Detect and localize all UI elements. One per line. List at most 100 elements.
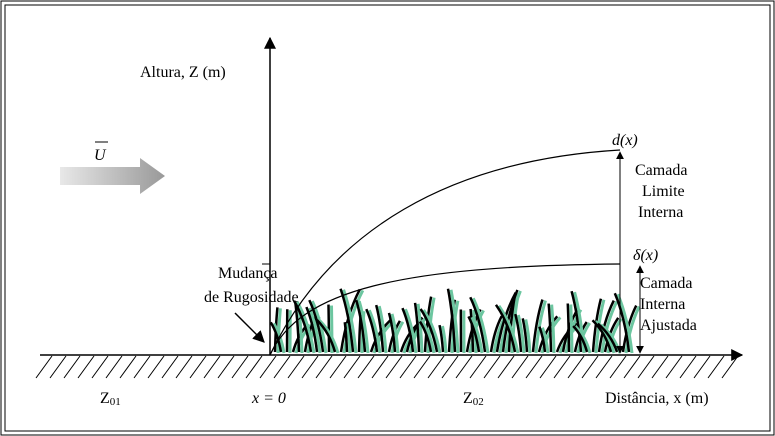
grass-blade (467, 315, 481, 353)
z: Z (463, 390, 473, 407)
grass-blade (294, 303, 301, 353)
hatch-line (651, 355, 669, 379)
grass-blade (329, 305, 334, 354)
grass-blade (497, 304, 520, 354)
grass-blade (421, 321, 436, 354)
hatch-line (161, 355, 179, 379)
wind-symbol: U (94, 147, 107, 164)
grass-blade (390, 313, 400, 354)
grass-blade (537, 315, 559, 353)
grass-blade (408, 317, 427, 354)
hatch-line (511, 355, 529, 379)
grass-blade (591, 319, 613, 353)
hatch-line (441, 355, 459, 379)
hatch-line (609, 355, 627, 379)
grass-blade (573, 291, 586, 354)
origin-label: x = 0 (251, 390, 286, 407)
grass-blade (514, 313, 523, 353)
grass-blade (469, 296, 487, 353)
hatch-line (63, 355, 81, 379)
hatch-line (329, 355, 347, 379)
grass-blade (292, 300, 313, 353)
hatch-line (679, 355, 697, 379)
hatch-line (133, 355, 151, 379)
hatch-line (553, 355, 571, 379)
grass-blade (438, 324, 445, 353)
grass-blade (510, 297, 520, 354)
x-axis-label: Distância, x (m) (605, 390, 709, 407)
hatch-line (35, 355, 53, 379)
grass-blade (570, 290, 583, 353)
inner-layer-curve (269, 263, 621, 356)
grass-blade (343, 322, 349, 353)
grass-blade (470, 316, 484, 354)
hatch-line (203, 355, 221, 379)
hatch-line (273, 355, 291, 379)
hatch-line (455, 355, 473, 379)
grass-blade (401, 307, 415, 353)
grass-blade (355, 299, 367, 353)
grass-blade (418, 320, 433, 353)
grass-blade (276, 308, 282, 354)
hatch-line (175, 355, 193, 379)
pointer-arrow (234, 312, 265, 343)
hatch-line (343, 355, 361, 379)
grass-blade (327, 304, 331, 353)
hatch-line (385, 355, 403, 379)
outer-curve-label: d(x) (612, 132, 638, 149)
inner-curve-label: δ(x) (633, 247, 658, 264)
grass-blade (365, 308, 379, 353)
z: Z (100, 390, 110, 407)
grass-blade (507, 296, 516, 353)
grass-blade (377, 305, 388, 354)
grass-blade (346, 322, 352, 354)
outer-desc: Limite (642, 183, 685, 200)
subscript: 01 (110, 396, 121, 408)
grass-blade (318, 319, 340, 354)
hatch-line (707, 355, 725, 379)
y-axis-label: Altura, Z (m) (140, 64, 226, 81)
hatch-line (525, 355, 543, 379)
hatch-line (147, 355, 165, 379)
grass-blade (569, 304, 574, 354)
grass-blade (534, 300, 547, 354)
hatch-line (231, 355, 249, 379)
grass-blade (339, 288, 355, 353)
grass-blade (547, 303, 553, 353)
grass-blade (369, 319, 392, 353)
grass-blade (469, 308, 475, 353)
grass-blade (419, 308, 439, 353)
grass-blade (404, 308, 418, 354)
downstream-roughness: Z02 (463, 390, 484, 408)
grass-blade (600, 300, 619, 354)
hatch-line (91, 355, 109, 379)
hatch-line (623, 355, 641, 379)
hatch-line (77, 355, 95, 379)
hatch-line (49, 355, 67, 379)
grass-blade (550, 304, 556, 354)
grass-blade (367, 309, 382, 354)
grass-blade (449, 289, 460, 354)
grass-blade (597, 322, 619, 353)
grass-blade (538, 326, 547, 353)
grass-blade (566, 303, 571, 353)
grass-blade (524, 319, 532, 354)
hatch-line (259, 355, 277, 379)
inner-desc: Camada (640, 275, 692, 292)
hatch-line (189, 355, 207, 379)
grass-blade (422, 309, 442, 354)
grass-blade (540, 327, 550, 354)
grass-blade (471, 297, 490, 354)
hatch-line (693, 355, 711, 379)
outer-desc: Camada (635, 162, 687, 179)
grass-blade (501, 289, 519, 353)
hatch-line (371, 355, 389, 379)
hatch-line (287, 355, 305, 379)
grass-blade (446, 288, 457, 353)
ground-hatching (35, 355, 739, 379)
grass-blade (357, 300, 370, 354)
wind-arrow (60, 158, 165, 194)
grass-blade (531, 299, 544, 353)
